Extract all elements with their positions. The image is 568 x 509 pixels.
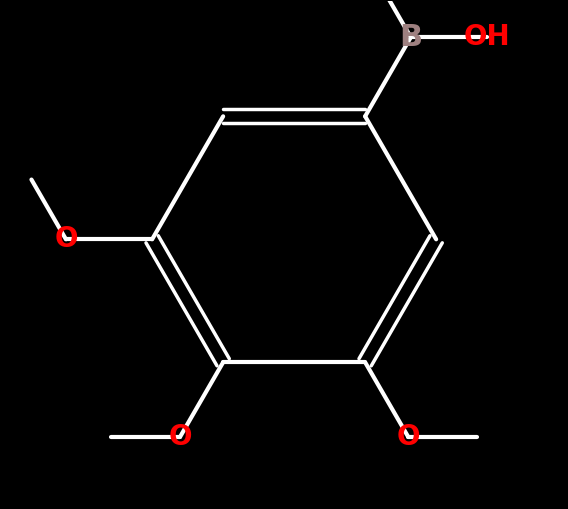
Text: O: O (54, 225, 78, 253)
Text: O: O (396, 423, 420, 451)
Text: OH: OH (463, 23, 510, 51)
Text: B: B (399, 23, 423, 52)
Text: O: O (168, 423, 192, 451)
